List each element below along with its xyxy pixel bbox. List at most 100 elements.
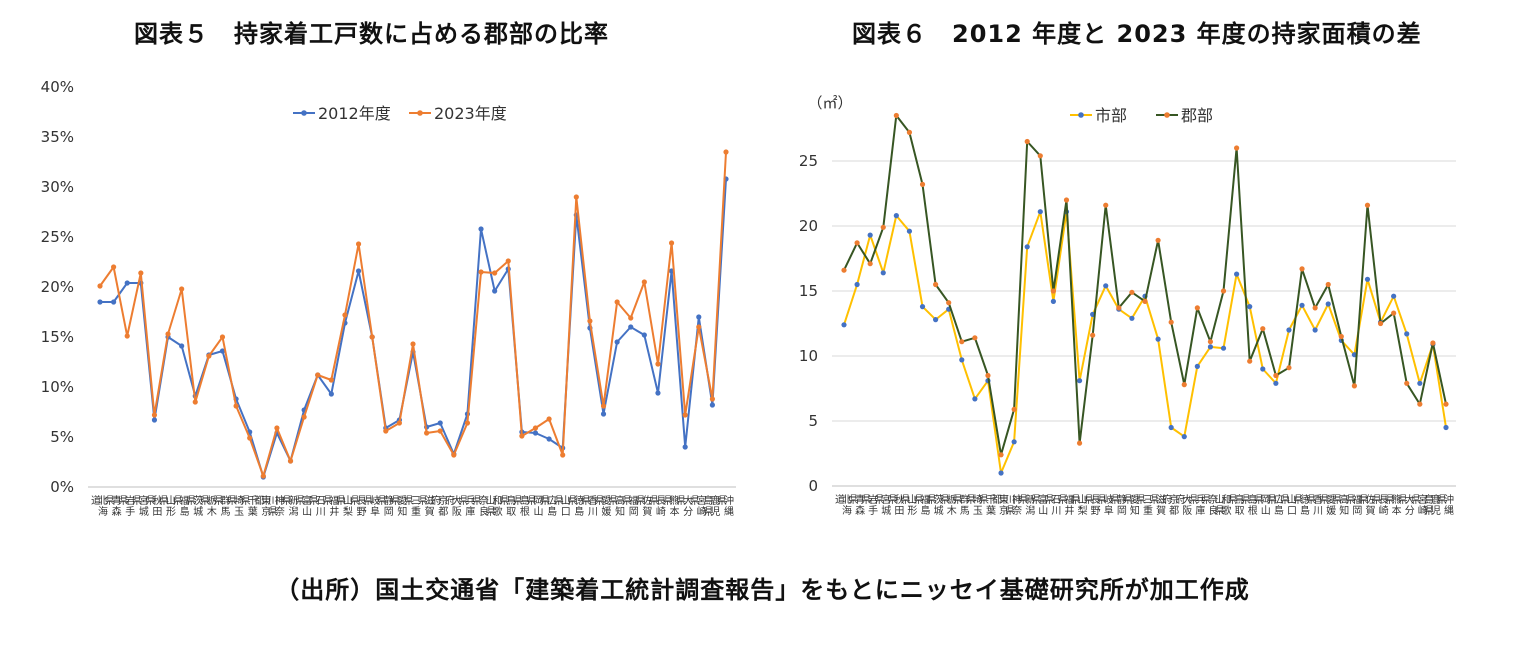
x-tick-label: 鳥取県 [499,494,516,518]
x-tick-label: 静岡県 [1110,493,1127,517]
x-tick-char: 岡 [384,506,394,518]
x-tick-char: 阜 [1104,504,1114,517]
x-tick-char: 岩 [125,494,135,507]
x-tick-char: 山 [166,495,176,507]
x-tick-label: 香川県 [1306,494,1323,517]
x-tick-char: 埼 [973,493,983,506]
x-tick-label: 奈良県 [1201,493,1218,517]
legend-item-1: 市部 [1070,106,1127,125]
x-tick-char: 県 [690,495,700,507]
data-point [165,331,171,337]
x-tick-char: 県 [472,495,482,507]
data-point [287,458,294,464]
x-tick-char: 岡 [1117,505,1127,517]
data-point [985,372,991,379]
data-point [854,281,860,288]
x-tick-char: 知 [397,505,407,518]
x-tick-char: 玉 [234,507,244,518]
x-tick-char: 岩 [868,493,878,506]
data-point [124,280,130,286]
x-tick-char: 県 [887,494,897,506]
x-tick-label: 東京都 [254,494,271,518]
data-point [628,315,634,321]
data-point [1234,145,1240,151]
x-tick-char: 香 [588,495,598,507]
x-tick-char: 城 [881,505,891,517]
x-tick-char: 県 [979,494,989,506]
y-tick-label: 15% [41,328,74,346]
data-point [247,435,253,441]
x-tick-char: 高 [615,494,625,507]
data-point [880,270,886,276]
data-point [841,267,847,273]
x-tick-label: 愛媛県 [1319,493,1336,517]
x-tick-char: 千 [248,495,258,507]
x-tick-char: 和 [493,495,503,507]
data-point [1364,276,1371,282]
x-tick-char: 田 [894,506,904,517]
x-tick-char: 宮 [881,493,891,506]
x-tick-label: 徳島県 [567,494,584,518]
x-tick-char: 山 [907,494,917,506]
data-point [1247,358,1253,364]
data-point [138,270,144,276]
x-tick-char: 県 [145,495,155,507]
data-point [1011,439,1017,445]
x-tick-char: 県 [268,506,278,518]
x-tick-char: 阜 [370,505,380,518]
x-tick-char: 県 [1345,494,1355,506]
data-point [1273,372,1279,379]
x-tick-char: 潟 [289,505,299,518]
x-tick-char: 府 [1175,493,1185,506]
x-tick-char: 木 [947,505,957,517]
x-tick-char: 青 [855,493,865,506]
x-tick-char: 沖 [1444,493,1454,506]
x-tick-label: 広島県 [1267,493,1284,517]
x-tick-label: 栃木県 [940,493,957,517]
data-point [972,335,978,341]
x-tick-label: 埼玉県 [966,493,983,517]
data-point [1142,298,1148,304]
legend-swatch-marker [1078,112,1084,118]
x-tick-label: 福岡県 [1345,493,1362,517]
x-tick-char: 山 [343,495,353,507]
x-tick-char: 庫 [465,505,475,518]
x-tick-char: 県 [1228,494,1238,506]
data-point [614,339,620,345]
x-tick-char: 沖 [724,494,734,507]
x-tick-char: 石 [1051,495,1061,506]
x-tick-char: 川 [1313,506,1323,517]
x-tick-char: 縄 [1444,504,1454,517]
x-tick-char: 富 [1038,493,1048,506]
x-tick-char: 媛 [1326,504,1336,517]
x-tick-char: 県 [554,495,564,507]
x-tick-label: 三重県 [1136,494,1153,517]
x-tick-char: 県 [486,506,496,518]
x-tick-char: 茨 [934,493,944,506]
legend-swatch-marker [1164,112,1170,118]
x-tick-char: 県 [1188,494,1198,506]
y-tick-label: 20 [799,217,818,235]
x-tick-char: 島 [1300,504,1310,517]
x-tick-char: 北 [98,495,108,507]
data-point [519,433,525,439]
x-tick-label: 宮崎県 [690,494,707,518]
data-point [1443,401,1449,407]
x-tick-label: 大阪府 [1175,493,1192,517]
x-tick-char: 県 [1254,494,1264,506]
data-point [998,452,1004,458]
x-tick-char: 宮 [139,494,149,507]
data-point [709,402,715,408]
data-point [1207,344,1214,350]
x-tick-char: 県 [1018,494,1028,506]
x-tick-label: 千葉県 [979,494,996,517]
data-point [1338,333,1344,340]
data-point [682,444,688,450]
x-tick-label: 新潟県 [1018,493,1035,517]
x-tick-char: 知 [1339,504,1349,517]
x-tick-char: 賀 [425,506,435,518]
x-tick-char: 府 [431,494,441,507]
x-tick-char: 鹿 [710,494,720,507]
